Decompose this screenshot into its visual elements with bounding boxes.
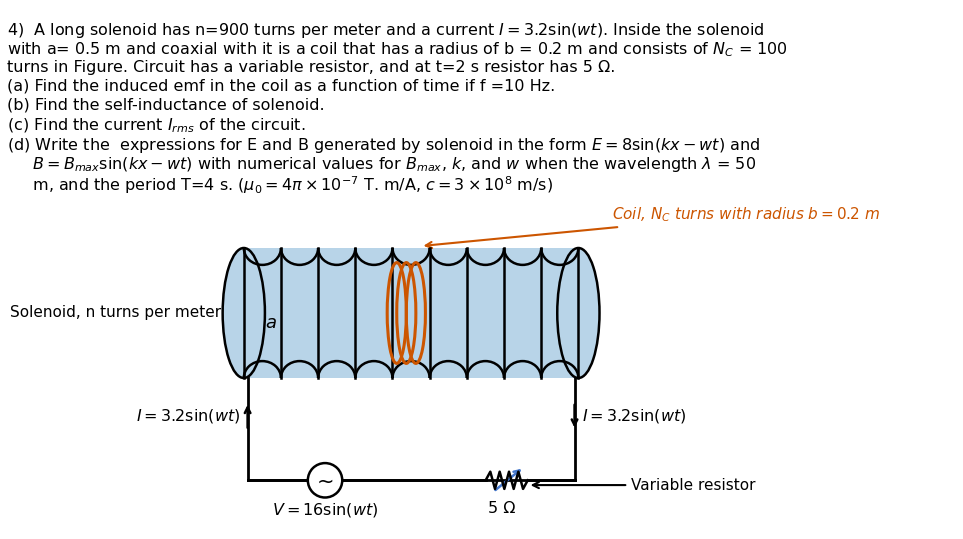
Text: turns in Figure. Circuit has a variable resistor, and at t=2 s resistor has 5 Ω.: turns in Figure. Circuit has a variable … bbox=[7, 60, 615, 75]
Bar bbox=[244, 248, 579, 378]
Text: Coil, $N_C$ turns with radius $b = 0.2$ m: Coil, $N_C$ turns with radius $b = 0.2$ … bbox=[426, 205, 880, 248]
Text: (a) Find the induced emf in the coil as a function of time if f =10 Hz.: (a) Find the induced emf in the coil as … bbox=[7, 79, 555, 94]
Text: (d) Write the  expressions for E and B generated by solenoid in the form $E = 8\: (d) Write the expressions for E and B ge… bbox=[7, 136, 760, 155]
Text: Solenoid, n turns per meter: Solenoid, n turns per meter bbox=[10, 306, 237, 321]
Text: Variable resistor: Variable resistor bbox=[533, 478, 755, 493]
Text: $B = B_{max}\sin(kx - wt)$ with numerical values for $B_{max}$, $k$, and $w$ whe: $B = B_{max}\sin(kx - wt)$ with numerica… bbox=[7, 155, 756, 174]
Circle shape bbox=[308, 463, 342, 497]
Text: m, and the period T=4 s. ($\mu_0 = 4\pi \times 10^{-7}$ T. m/A, $c = 3 \times 10: m, and the period T=4 s. ($\mu_0 = 4\pi … bbox=[7, 175, 553, 196]
Text: $I = 3.2\sin(wt)$: $I = 3.2\sin(wt)$ bbox=[583, 407, 687, 425]
Ellipse shape bbox=[558, 248, 600, 378]
Text: a: a bbox=[265, 314, 276, 331]
Text: $I = 3.2\sin(wt)$: $I = 3.2\sin(wt)$ bbox=[136, 407, 240, 425]
Text: 4)  A long solenoid has n=900 turns per meter and a current $I = 3.2\sin(wt)$. I: 4) A long solenoid has n=900 turns per m… bbox=[7, 22, 764, 40]
Text: (c) Find the current $I_{rms}$ of the circuit.: (c) Find the current $I_{rms}$ of the ci… bbox=[7, 117, 305, 135]
Text: with a= 0.5 m and coaxial with it is a coil that has a radius of b = 0.2 m and c: with a= 0.5 m and coaxial with it is a c… bbox=[7, 40, 788, 59]
Text: $V = 16\sin(wt)$: $V = 16\sin(wt)$ bbox=[272, 501, 378, 520]
Text: 5 Ω: 5 Ω bbox=[488, 501, 515, 516]
Text: (b) Find the self-inductance of solenoid.: (b) Find the self-inductance of solenoid… bbox=[7, 98, 325, 113]
Ellipse shape bbox=[222, 248, 265, 378]
Text: ~: ~ bbox=[316, 471, 334, 491]
